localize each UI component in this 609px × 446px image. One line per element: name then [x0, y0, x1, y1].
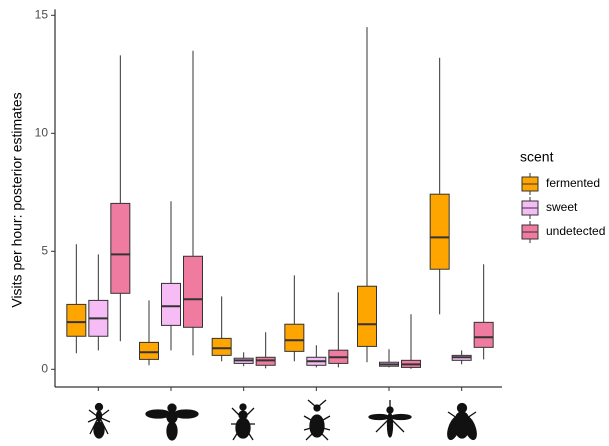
- box: [66, 303, 87, 337]
- mosquito-icon: [368, 400, 412, 438]
- box: [183, 255, 203, 328]
- box: [211, 337, 232, 356]
- y-tick-label: 10: [35, 125, 49, 139]
- legend-label: undetected: [546, 224, 605, 238]
- y-tick-label: 15: [35, 7, 49, 21]
- box: [429, 193, 450, 270]
- y-tick-label: 0: [41, 361, 48, 375]
- box: [357, 285, 377, 347]
- bee-icon: [145, 403, 199, 441]
- legend-title: scent: [520, 149, 554, 165]
- legend-label: fermented: [546, 176, 600, 190]
- box: [139, 341, 159, 360]
- y-tick-label: 5: [41, 243, 48, 257]
- box: [161, 282, 181, 326]
- y-axis-label: Visits per hour: posterior estimates: [9, 92, 25, 307]
- insect-icons: [87, 399, 477, 441]
- box: [284, 323, 305, 352]
- box: [473, 321, 494, 348]
- beetle-icon: [231, 403, 255, 441]
- ant-icon: [87, 402, 111, 439]
- bug-icon: [303, 399, 331, 441]
- legend-label: sweet: [546, 200, 578, 214]
- fly-icon: [447, 402, 477, 441]
- box: [110, 202, 131, 294]
